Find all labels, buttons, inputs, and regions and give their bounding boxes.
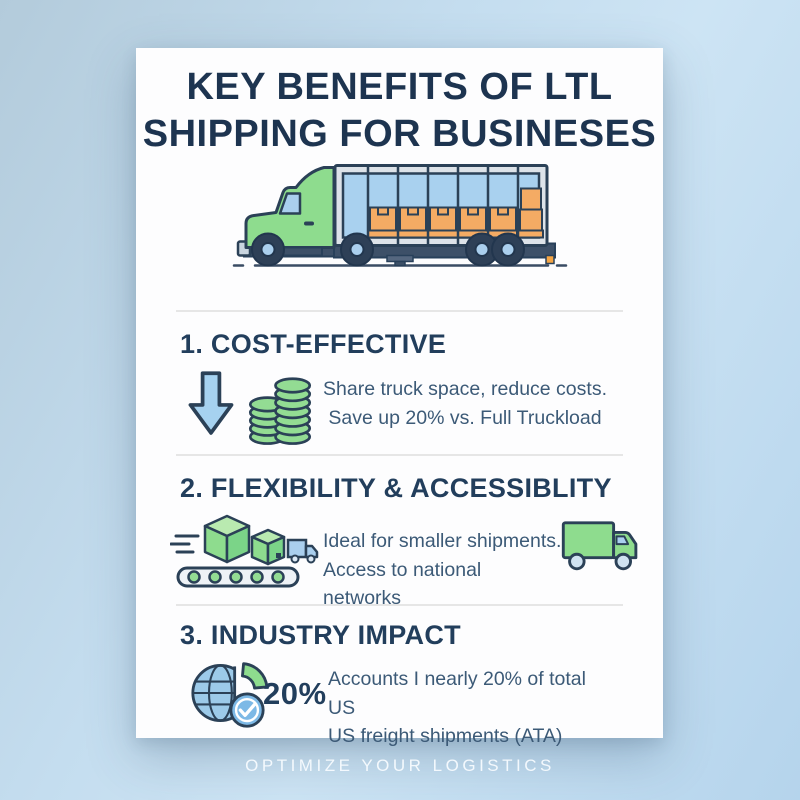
- progress-arc: [241, 662, 269, 690]
- section-divider: [176, 310, 623, 312]
- section-3-text: Accounts I nearly 20% of total US US fre…: [328, 665, 618, 751]
- title-line-2: SHIPPING FOR BUSINESES: [142, 113, 657, 155]
- stat-value: 20%: [263, 676, 327, 711]
- section-1-line-2: Save up 20% vs. Full Truckload: [328, 406, 602, 429]
- section-1-line-1: Share truck space, reduce costs.: [323, 378, 607, 400]
- small-truck-icon: [286, 538, 319, 564]
- section-2-line-1: Ideal for smaller shipments.: [323, 530, 562, 552]
- small-box: [250, 528, 286, 566]
- section-divider: [176, 604, 623, 606]
- section-2-text: Ideal for smaller shipments. Access to n…: [323, 527, 563, 613]
- section-2-line-2: Access to national networks: [323, 558, 482, 610]
- large-box: [203, 514, 251, 564]
- section-3-line-2: US freight shipments (ATA): [328, 725, 563, 747]
- conveyor-belt: [176, 566, 300, 588]
- down-arrow-icon: [188, 371, 234, 435]
- section-1-text: Share truck space, reduce costs. Save up…: [322, 375, 608, 432]
- ltl-truck-illustration-icon: [232, 164, 567, 267]
- section-2-heading: 2. FLEXIBILITY & ACCESSIBLITY: [180, 473, 612, 503]
- truck-wheels: [250, 232, 525, 267]
- section-3-line-1: Accounts I nearly 20% of total US: [328, 668, 586, 719]
- conveyor-boxes-icon: [170, 514, 319, 588]
- check-badge: [229, 692, 265, 728]
- coin-stack-icon: [248, 377, 312, 445]
- section-divider: [176, 454, 623, 456]
- infographic-card: KEY BENEFITS OF LTL SHIPPING FOR BUSINES…: [136, 48, 663, 747]
- truck-cab: [236, 166, 335, 257]
- section-1-heading: 1. COST-EFFECTIVE: [180, 329, 447, 359]
- section-3-heading: 3. INDUSTRY IMPACT: [180, 620, 461, 650]
- footer-tagline: OPTIMIZE YOUR LOGISTICS: [245, 756, 555, 775]
- title-line-1: KEY BENEFITS OF LTL: [186, 66, 613, 108]
- globe-progress-check-icon: [191, 651, 285, 735]
- speed-lines: [170, 534, 200, 554]
- page-title: KEY BENEFITS OF LTL SHIPPING FOR BUSINES…: [136, 64, 663, 158]
- trailer: [333, 164, 548, 247]
- green-delivery-truck-icon: [561, 521, 638, 571]
